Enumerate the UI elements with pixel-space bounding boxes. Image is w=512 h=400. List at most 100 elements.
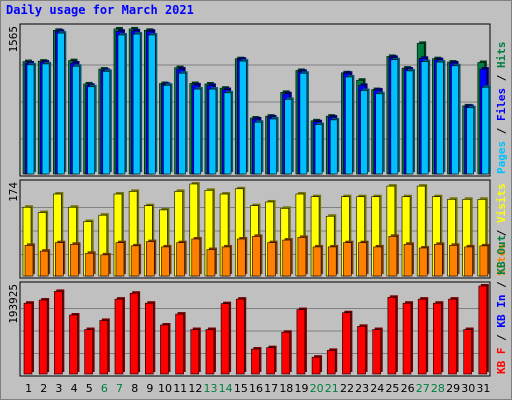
bar-kb-f — [38, 298, 50, 375]
bar-kb-f — [296, 307, 307, 375]
chart-title: Daily usage for March 2021 — [6, 3, 194, 17]
bar-kb-f — [357, 324, 368, 375]
bar-sites — [206, 247, 217, 277]
bar-kb-f — [433, 301, 444, 375]
bar-pages — [102, 69, 112, 175]
bar-pages — [390, 57, 400, 175]
legend-item: Visits — [495, 183, 508, 223]
bar-sites — [327, 244, 339, 277]
bar-sites — [145, 239, 157, 277]
bar-kb-f — [417, 297, 429, 375]
bar-sites — [85, 251, 96, 277]
bar-sites — [252, 234, 263, 277]
x-tick-label: 28 — [431, 382, 445, 395]
bar-pages — [147, 32, 158, 175]
legend-visits-sites: Sites / Visits — [495, 183, 508, 276]
bar-kb-f — [478, 284, 489, 375]
y-axis-max-label: 174 — [7, 182, 20, 202]
legend-item: Sites — [495, 243, 508, 276]
x-tick-label: 29 — [446, 382, 460, 395]
bar-sites — [343, 240, 354, 277]
legend-kb: KB F / KB In / KB Out — [495, 235, 508, 374]
bar-kb-f — [342, 310, 353, 375]
x-tick-label: 24 — [370, 382, 384, 395]
bar-sites — [130, 243, 142, 277]
bar-kb-f — [144, 301, 156, 375]
bar-kb-f — [463, 327, 474, 375]
x-tick-label: 14 — [219, 382, 233, 395]
bar-kb-f — [190, 327, 201, 375]
bar-sites — [70, 242, 81, 277]
bar-pages — [193, 87, 203, 175]
x-tick-label: 22 — [340, 382, 354, 395]
x-tick-label: 27 — [416, 382, 430, 395]
bar-pages — [299, 71, 309, 175]
x-tick-label: 3 — [55, 382, 62, 395]
bar-kb-f — [84, 327, 95, 375]
bar-sites — [464, 244, 475, 277]
x-tick-label: 25 — [385, 382, 399, 395]
x-tick-label: 19 — [294, 382, 308, 395]
bar-kb-f — [235, 297, 247, 375]
legend-separator: / — [495, 223, 508, 243]
bar-pages — [481, 85, 491, 175]
x-tick-label: 4 — [71, 382, 78, 395]
bar-pages — [223, 90, 234, 175]
x-tick-label: 2 — [40, 382, 47, 395]
bar-pages — [117, 32, 127, 175]
bar-kb-f — [205, 327, 216, 375]
bar-pages — [360, 88, 370, 175]
bar-sites — [373, 244, 384, 277]
bar-pages — [87, 84, 97, 175]
x-tick-label: 1 — [25, 382, 32, 395]
bar-sites — [418, 245, 430, 277]
bar-pages — [238, 59, 249, 175]
bar-sites — [115, 240, 126, 277]
bar-pages — [254, 120, 264, 175]
bar-pages — [269, 116, 279, 175]
x-tick-label: 21 — [325, 382, 339, 395]
bar-sites — [236, 236, 248, 277]
bar-pages — [466, 105, 476, 175]
bar-pages — [41, 61, 52, 175]
legend-item: KB Out — [495, 235, 508, 275]
x-tick-label: 9 — [146, 382, 153, 395]
bar-pages — [329, 117, 340, 175]
legend-separator: / — [495, 121, 508, 141]
bar-kb-f — [251, 347, 262, 375]
x-tick-label: 6 — [101, 382, 108, 395]
legend-separator: / — [495, 275, 508, 295]
y-axis-max-label: 1565 — [7, 26, 20, 53]
legend-separator: / — [495, 328, 508, 348]
x-tick-label: 12 — [188, 382, 202, 395]
x-tick-label: 20 — [310, 382, 324, 395]
bar-kb-f — [129, 291, 141, 375]
bar-sites — [434, 242, 445, 277]
bar-kb-f — [372, 327, 383, 375]
x-tick-label: 31 — [476, 382, 490, 395]
x-tick-label: 16 — [249, 382, 263, 395]
bar-sites — [191, 236, 202, 277]
bar-pages — [345, 74, 355, 175]
bar-sites — [24, 243, 35, 277]
bar-pages — [284, 97, 294, 175]
y-axis-max-label: 193925 — [7, 284, 20, 324]
bar-pages — [72, 64, 82, 175]
bar-kb-f — [220, 301, 232, 375]
bar-kb-f — [281, 330, 292, 375]
bar-pages — [375, 91, 385, 175]
bar-pages — [178, 71, 188, 175]
bar-pages — [57, 31, 67, 175]
x-tick-label: 30 — [461, 382, 475, 395]
x-tick-label: 23 — [355, 382, 369, 395]
legend-hits-files-pages: Pages / Files / Hits — [495, 42, 508, 175]
bar-sites — [403, 242, 415, 277]
bar-pages — [208, 87, 218, 175]
bar-sites — [221, 244, 233, 277]
bar-pages — [405, 68, 416, 175]
legend-item: Hits — [495, 42, 508, 69]
bar-kb-f — [326, 348, 338, 375]
bar-sites — [39, 249, 51, 277]
bar-sites — [176, 240, 187, 277]
